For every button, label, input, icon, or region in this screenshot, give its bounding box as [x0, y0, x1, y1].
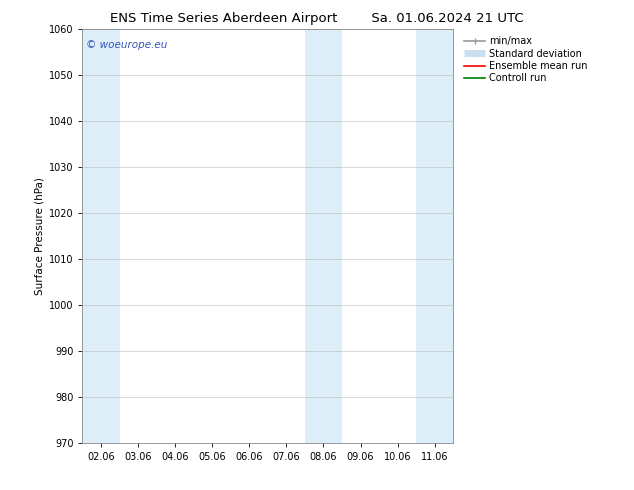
Bar — [305, 29, 342, 443]
Legend: min/max, Standard deviation, Ensemble mean run, Controll run: min/max, Standard deviation, Ensemble me… — [462, 34, 590, 85]
Bar — [416, 29, 453, 443]
Bar — [82, 29, 119, 443]
Text: © woeurope.eu: © woeurope.eu — [86, 40, 167, 50]
Y-axis label: Surface Pressure (hPa): Surface Pressure (hPa) — [35, 177, 44, 295]
Text: ENS Time Series Aberdeen Airport        Sa. 01.06.2024 21 UTC: ENS Time Series Aberdeen Airport Sa. 01.… — [110, 12, 524, 25]
